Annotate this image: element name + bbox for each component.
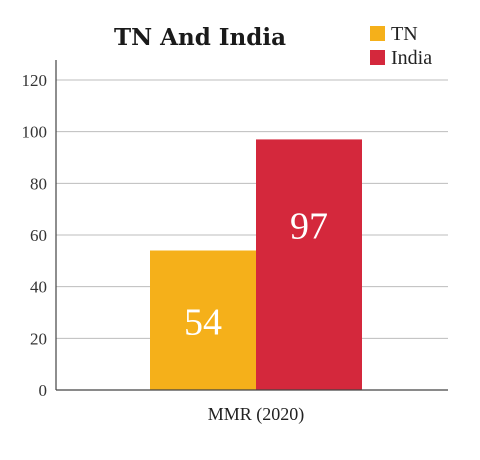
- chart-title: TN And India: [114, 24, 286, 51]
- bar-tn: [150, 250, 256, 390]
- legend-label-india: India: [391, 47, 432, 69]
- data-label-india: 97: [290, 206, 328, 248]
- y-tick-label: 40: [30, 278, 47, 297]
- data-label-tn: 54: [184, 301, 222, 343]
- legend-swatch-tn: [370, 26, 385, 41]
- y-axis-ticks: 0 20 40 60 80 100 120: [22, 71, 48, 400]
- y-tick-label: 120: [22, 71, 48, 90]
- y-tick-label: 20: [30, 329, 47, 348]
- y-tick-label: 60: [30, 226, 47, 245]
- bar-india: [256, 139, 362, 390]
- x-category-label: MMR (2020): [208, 404, 305, 425]
- legend-swatch-india: [370, 50, 385, 65]
- legend: TN India: [370, 23, 432, 69]
- y-tick-label: 100: [22, 123, 48, 142]
- gridlines: [56, 79, 448, 339]
- y-tick-label: 80: [30, 174, 47, 193]
- legend-label-tn: TN: [391, 23, 418, 45]
- bars: [150, 139, 362, 390]
- bar-labels: 54 97: [184, 206, 328, 344]
- y-tick-label: 0: [39, 381, 48, 400]
